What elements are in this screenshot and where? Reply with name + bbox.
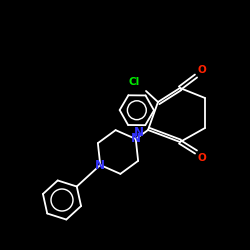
Text: O: O [197, 153, 206, 163]
Text: N: N [131, 132, 141, 145]
Text: Cl: Cl [129, 77, 140, 87]
Text: N: N [95, 158, 105, 172]
Text: N: N [134, 126, 144, 138]
Text: O: O [197, 65, 206, 75]
